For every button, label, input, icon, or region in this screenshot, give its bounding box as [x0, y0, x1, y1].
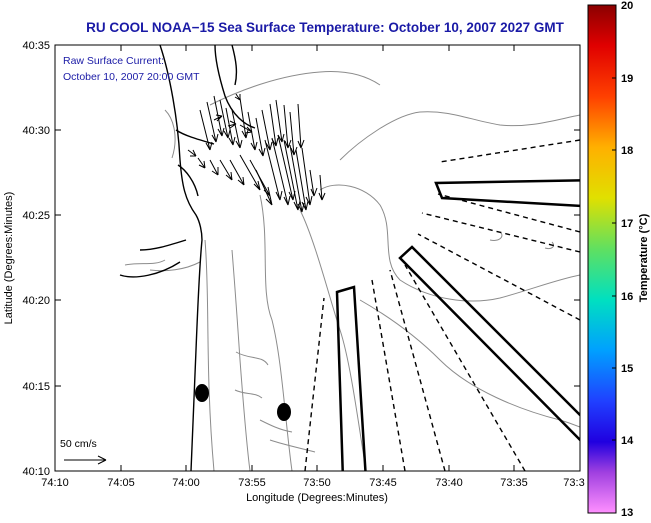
y-axis-label: Latitude (Degrees:Minutes) [3, 192, 15, 325]
scale-label: 50 cm/s [60, 438, 97, 450]
x-tick-labels: 74:10 74:05 74:00 73:55 73:50 73:45 73:4… [41, 477, 584, 489]
x-tick-label: 73:50 [303, 477, 331, 489]
x-tick-label: 73:45 [369, 477, 397, 489]
colorbar-tick-label: 16 [621, 291, 633, 303]
station-marker [195, 384, 209, 402]
y-tick-label: 40:15 [22, 381, 50, 393]
colorbar [587, 4, 617, 514]
x-axis-label: Longitude (Degrees:Minutes) [246, 492, 388, 504]
scale-arrow [64, 455, 107, 465]
colorbar-tick-label: 18 [621, 145, 633, 157]
figure-title: RU COOL NOAA−15 Sea Surface Temperature:… [86, 20, 565, 35]
x-tick-label: 74:05 [107, 477, 135, 489]
x-tick-label: 74:10 [41, 477, 69, 489]
surface-current-vectors [187, 93, 326, 213]
tick-marks [54, 44, 581, 472]
x-tick-label: 73:55 [238, 477, 266, 489]
colorbar-tick-labels: 20 19 18 17 16 15 14 13 [621, 0, 634, 519]
annotation-line1: Raw Surface Current: [63, 55, 164, 67]
colorbar-tick-label: 20 [621, 0, 633, 12]
colorbar-tick-label: 15 [621, 363, 633, 375]
y-tick-label: 40:35 [22, 40, 50, 52]
radial-dashed-lines [304, 139, 580, 471]
colorbar-tick-label: 14 [621, 435, 634, 447]
plot-area [64, 45, 580, 471]
radar-beams [335, 179, 580, 471]
y-tick-label: 40:25 [22, 210, 50, 222]
x-tick-label: 73:3 [563, 477, 584, 489]
y-tick-label: 40:30 [22, 125, 50, 137]
colorbar-ticks [612, 77, 616, 441]
colorbar-label: Temperature (°C) [638, 213, 650, 302]
annotation-line2: October 10, 2007 20:00 GMT [63, 71, 200, 83]
coastline [119, 45, 256, 471]
x-tick-label: 73:35 [500, 477, 528, 489]
y-tick-label: 40:20 [22, 295, 50, 307]
colorbar-tick-label: 13 [621, 507, 633, 518]
colorbar-tick-label: 17 [621, 218, 633, 230]
y-tick-label: 40:10 [22, 466, 50, 478]
station-marker [277, 403, 291, 421]
y-tick-labels: 40:35 40:30 40:25 40:20 40:15 40:10 [22, 40, 50, 478]
colorbar-tick-label: 19 [621, 73, 633, 85]
x-tick-label: 73:40 [435, 477, 463, 489]
bathymetry-contours [124, 71, 580, 471]
x-tick-label: 74:00 [172, 477, 200, 489]
